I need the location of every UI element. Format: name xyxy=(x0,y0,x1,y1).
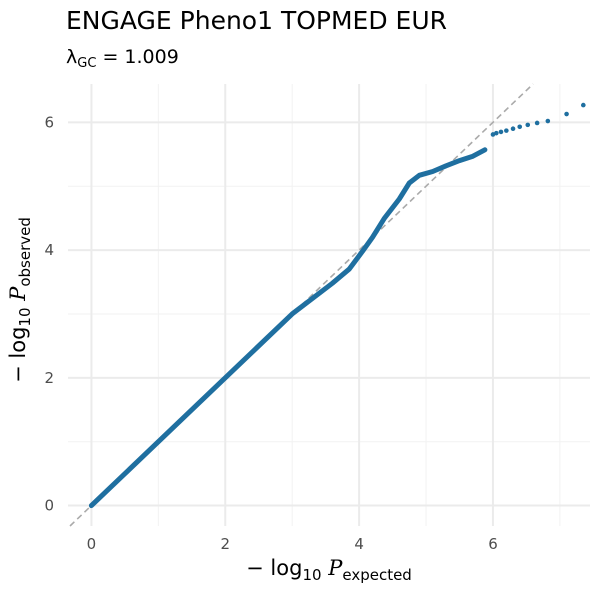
data-point xyxy=(494,130,499,136)
lambda-value: 1.009 xyxy=(124,46,179,68)
data-point xyxy=(581,102,586,108)
y-axis-label-p: P xyxy=(6,286,30,301)
data-point xyxy=(534,120,540,126)
data-point xyxy=(564,111,569,117)
lambda-subscript: GC xyxy=(77,56,97,71)
y-tick-label: 0 xyxy=(44,497,54,515)
data-point xyxy=(504,128,509,133)
lambda-symbol: λ xyxy=(66,46,78,68)
x-axis-ticks: 0 2 4 6 xyxy=(87,535,498,553)
y-axis-label-log-base: 10 xyxy=(16,307,34,327)
data-point xyxy=(517,124,523,130)
y-tick-label: 4 xyxy=(44,241,54,259)
y-tick-label: 6 xyxy=(44,113,54,131)
x-axis-label-log-base: 10 xyxy=(302,566,322,584)
x-axis-label-prefix: − log xyxy=(246,556,303,580)
chart-title: ENGAGE Pheno1 TOPMED EUR xyxy=(66,6,447,35)
minor-gridlines xyxy=(68,84,590,526)
x-tick-label: 2 xyxy=(220,535,230,553)
y-tick-label: 2 xyxy=(44,369,54,387)
data-point xyxy=(498,129,504,135)
data-point xyxy=(510,126,516,132)
y-axis-label-subscript: observed xyxy=(16,217,34,287)
x-axis-label: − log10 Pexpected xyxy=(0,556,600,584)
x-tick-label: 0 xyxy=(87,535,97,553)
y-axis-label: − log10 Pobserved xyxy=(6,217,34,383)
data-points xyxy=(88,102,586,509)
x-axis-label-p: P xyxy=(328,556,343,580)
major-gridlines xyxy=(68,84,590,526)
dense-points-band xyxy=(88,147,488,509)
x-axis-label-subscript: expected xyxy=(342,566,412,584)
chart-subtitle: λGC = 1.009 xyxy=(66,46,179,71)
y-axis-label-prefix: − log xyxy=(6,326,30,383)
data-point xyxy=(525,122,531,128)
x-tick-label: 4 xyxy=(354,535,364,553)
y-axis-ticks: 0 2 4 6 xyxy=(44,113,54,514)
lambda-equals: = xyxy=(96,46,125,68)
x-tick-label: 6 xyxy=(488,535,498,553)
data-point xyxy=(545,118,551,124)
